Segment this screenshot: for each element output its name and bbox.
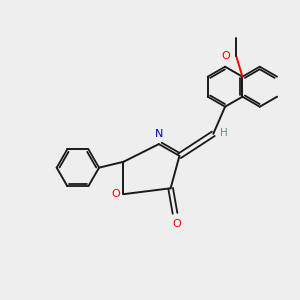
Text: O: O (221, 51, 230, 62)
Text: O: O (172, 219, 181, 229)
Text: O: O (111, 189, 120, 199)
Text: N: N (154, 129, 163, 139)
Text: H: H (220, 128, 227, 138)
